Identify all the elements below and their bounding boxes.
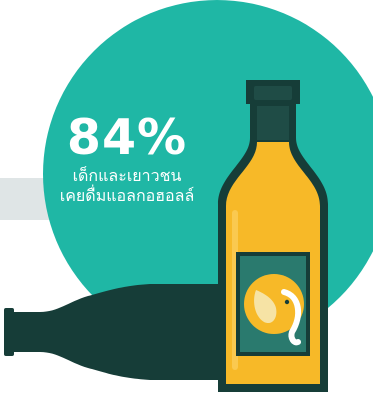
stat-block: 84% เด็กและเยาวชน เคยดื่มแอลกอฮอลล์	[40, 110, 214, 206]
elephant-icon	[244, 274, 304, 346]
lying-bottle-icon	[4, 284, 232, 380]
beer-bottle-icon	[218, 80, 328, 392]
stat-caption-line-1: เด็กและเยาวชน	[72, 166, 182, 185]
stat-value: 84%	[66, 109, 188, 166]
stat-caption-line-2: เคยดื่มแอลกอฮอลล์	[59, 186, 195, 205]
